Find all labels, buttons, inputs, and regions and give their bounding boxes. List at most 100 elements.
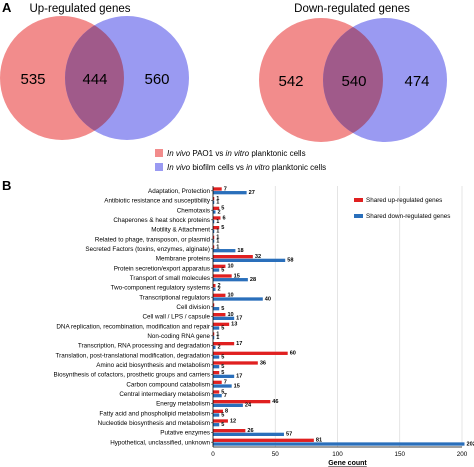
bar-up-value: 6: [222, 215, 225, 221]
bar-down: [213, 307, 220, 311]
bar-down: [213, 239, 215, 243]
bar-down: [213, 413, 220, 417]
bar-up-value: 60: [290, 351, 296, 357]
x-tick-label: 200: [457, 451, 468, 458]
bar-down: [213, 220, 215, 224]
category-label: Motility & Attachment: [151, 227, 210, 234]
bar-down-value: 5: [221, 306, 224, 312]
category-label: DNA replication, recombination, modifica…: [56, 323, 210, 330]
venn-down-overlap: [323, 18, 383, 142]
category-label: Two-component regulatory systems: [111, 285, 210, 292]
bar-up: [213, 206, 220, 210]
bar-down: [213, 316, 235, 320]
venn-legend-label-2: In vivo biofilm cells vs in vitro plankt…: [167, 163, 326, 172]
x-tick-label: 50: [272, 451, 280, 458]
bar-down: [213, 442, 465, 446]
bar-up-value: 1: [216, 331, 219, 337]
bar-down-value: 15: [234, 383, 240, 389]
category-label: Antibiotic resistance and susceptibility: [104, 198, 211, 205]
bar-up: [213, 332, 215, 336]
bar-down: [213, 268, 220, 272]
bar-up: [213, 187, 222, 191]
panel-a-letter: A: [2, 0, 12, 15]
category-label: Transport of small molecules: [130, 275, 210, 282]
category-label: Cell wall / LPS / capsule: [142, 314, 210, 321]
legend-swatch-down: [354, 214, 363, 218]
venn-up-right-count: 560: [144, 71, 169, 88]
x-axis-title: Gene count: [328, 460, 367, 467]
bar-down: [213, 326, 220, 330]
venn-legend: In vivo PAO1 vs in vitro planktonic cell…: [155, 149, 326, 172]
bar-down-value: 5: [221, 364, 224, 370]
bar-up-value: 10: [227, 312, 233, 318]
bar-up-value: 10: [227, 264, 233, 270]
category-label: Nucleotide biosynthesis and metabolism: [98, 420, 210, 427]
venn-down-title: Down-regulated genes: [294, 3, 410, 15]
category-label: Biosynthesis of cofactors, prosthetic gr…: [54, 372, 210, 379]
venn-legend-swatch-1: [155, 149, 163, 157]
bar-down-value: 5: [221, 325, 224, 331]
bar-up-value: 12: [230, 418, 236, 424]
category-label: Membrane proteins: [156, 256, 210, 263]
bar-up: [213, 264, 226, 268]
bar-down-value: 27: [249, 190, 255, 196]
bar-up-value: 7: [224, 380, 227, 386]
bar-up: [213, 351, 288, 355]
bar-down-value: 28: [250, 277, 256, 283]
bar-up-value: 1: [216, 235, 219, 241]
category-label: Chaperones & heat shock proteins: [113, 217, 210, 224]
bar-up-value: 13: [231, 322, 237, 328]
bar-up-value: 1: [216, 244, 219, 250]
venn-up-overlap: [65, 16, 124, 140]
legend-label-down: Shared down-regulated genes: [366, 213, 450, 220]
venn-up-left-count: 535: [20, 71, 45, 88]
bar-down: [213, 200, 215, 204]
bar-up: [213, 255, 253, 259]
bar-up-value: 81: [316, 438, 322, 444]
bar-down: [213, 345, 216, 349]
category-label: Translation, post-translational modifica…: [56, 352, 211, 359]
bar-up: [213, 342, 235, 346]
bar-up-value: 17: [236, 341, 242, 347]
bar-down: [213, 287, 216, 291]
bar-down: [213, 394, 222, 398]
category-label: Secreted Factors (toxins, enzymes, algin…: [85, 246, 210, 253]
bar-up: [213, 419, 228, 423]
panel-b-letter: B: [2, 178, 11, 193]
bar-up-value: 46: [272, 399, 278, 405]
bar-down: [213, 384, 232, 388]
bar-up-value: 36: [260, 360, 266, 366]
venn-legend-swatch-2: [155, 163, 163, 171]
bar-up-value: 26: [247, 428, 253, 434]
bar-down-value: 58: [287, 258, 293, 264]
bar-down-value: 5: [221, 412, 224, 418]
bar-up: [213, 400, 271, 404]
bar-up: [213, 371, 220, 375]
bar-down: [213, 374, 235, 378]
category-label: Amino acid biosynthesis and metabolism: [96, 362, 210, 369]
bar-up: [213, 274, 232, 278]
bar-up: [213, 361, 258, 365]
category-label: Putative enzymes: [160, 430, 210, 437]
bar-down: [213, 423, 220, 427]
x-tick-label: 100: [332, 451, 343, 458]
bar-down: [213, 258, 286, 262]
bar-down-value: 5: [221, 422, 224, 428]
bar-up: [213, 438, 314, 442]
category-label: Related to phage, transposon, or plasmid: [95, 236, 211, 243]
category-label: Hypothetical, unclassified, unknown: [110, 439, 210, 446]
bar-up: [213, 303, 215, 307]
bar-down-value: 1: [216, 335, 219, 341]
bar-up: [213, 322, 230, 326]
bar-down: [213, 403, 243, 407]
legend-label-up: Shared up-regulated genes: [366, 197, 442, 204]
bar-down-value: 17: [236, 316, 242, 322]
bar-down: [213, 432, 284, 436]
category-label: Transcription, RNA processing and degrad…: [78, 343, 211, 350]
bar-up-value: 10: [227, 293, 233, 299]
bar-up: [213, 313, 226, 317]
venn-up-regulated: Up-regulated genes 535 444 560: [0, 3, 189, 140]
legend-swatch-up: [354, 198, 363, 202]
